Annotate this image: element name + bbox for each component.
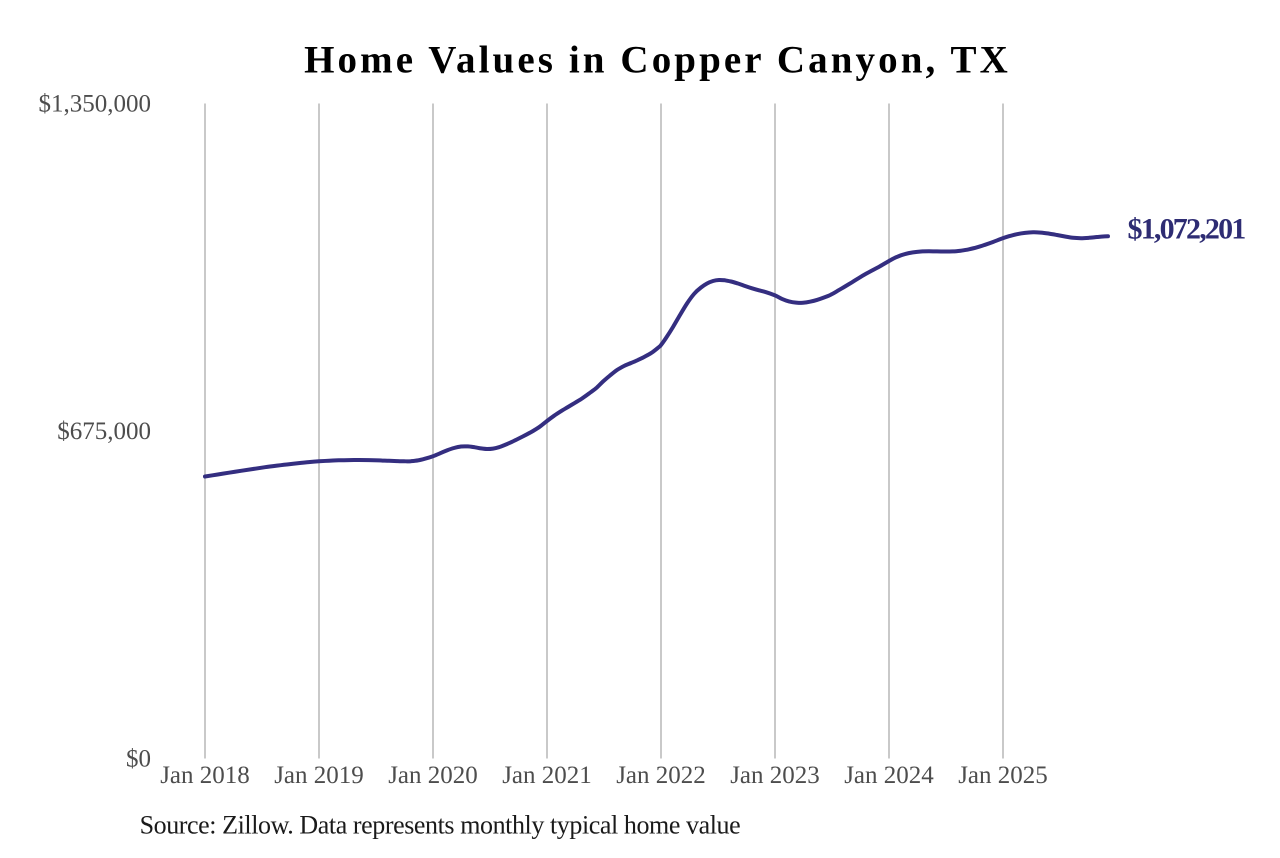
svg-text:$0: $0 [126,746,151,773]
svg-text:Jan 2021: Jan 2021 [502,762,592,789]
svg-text:Jan 2019: Jan 2019 [274,762,364,789]
svg-text:$1,072,201: $1,072,201 [1128,213,1246,246]
svg-text:Jan 2020: Jan 2020 [388,762,478,789]
svg-text:Home Values in Copper Canyon,: Home Values in Copper Canyon, TX [304,39,1011,82]
svg-text:Jan 2018: Jan 2018 [160,762,250,789]
svg-text:$1,350,000: $1,350,000 [39,91,152,118]
svg-text:Jan 2025: Jan 2025 [958,762,1048,789]
svg-text:Source: Zillow. Data represent: Source: Zillow. Data represents monthly … [140,810,741,839]
svg-text:Jan 2024: Jan 2024 [844,762,934,789]
svg-text:Jan 2023: Jan 2023 [730,762,820,789]
svg-text:$675,000: $675,000 [57,418,151,445]
svg-text:Jan 2022: Jan 2022 [616,762,706,789]
